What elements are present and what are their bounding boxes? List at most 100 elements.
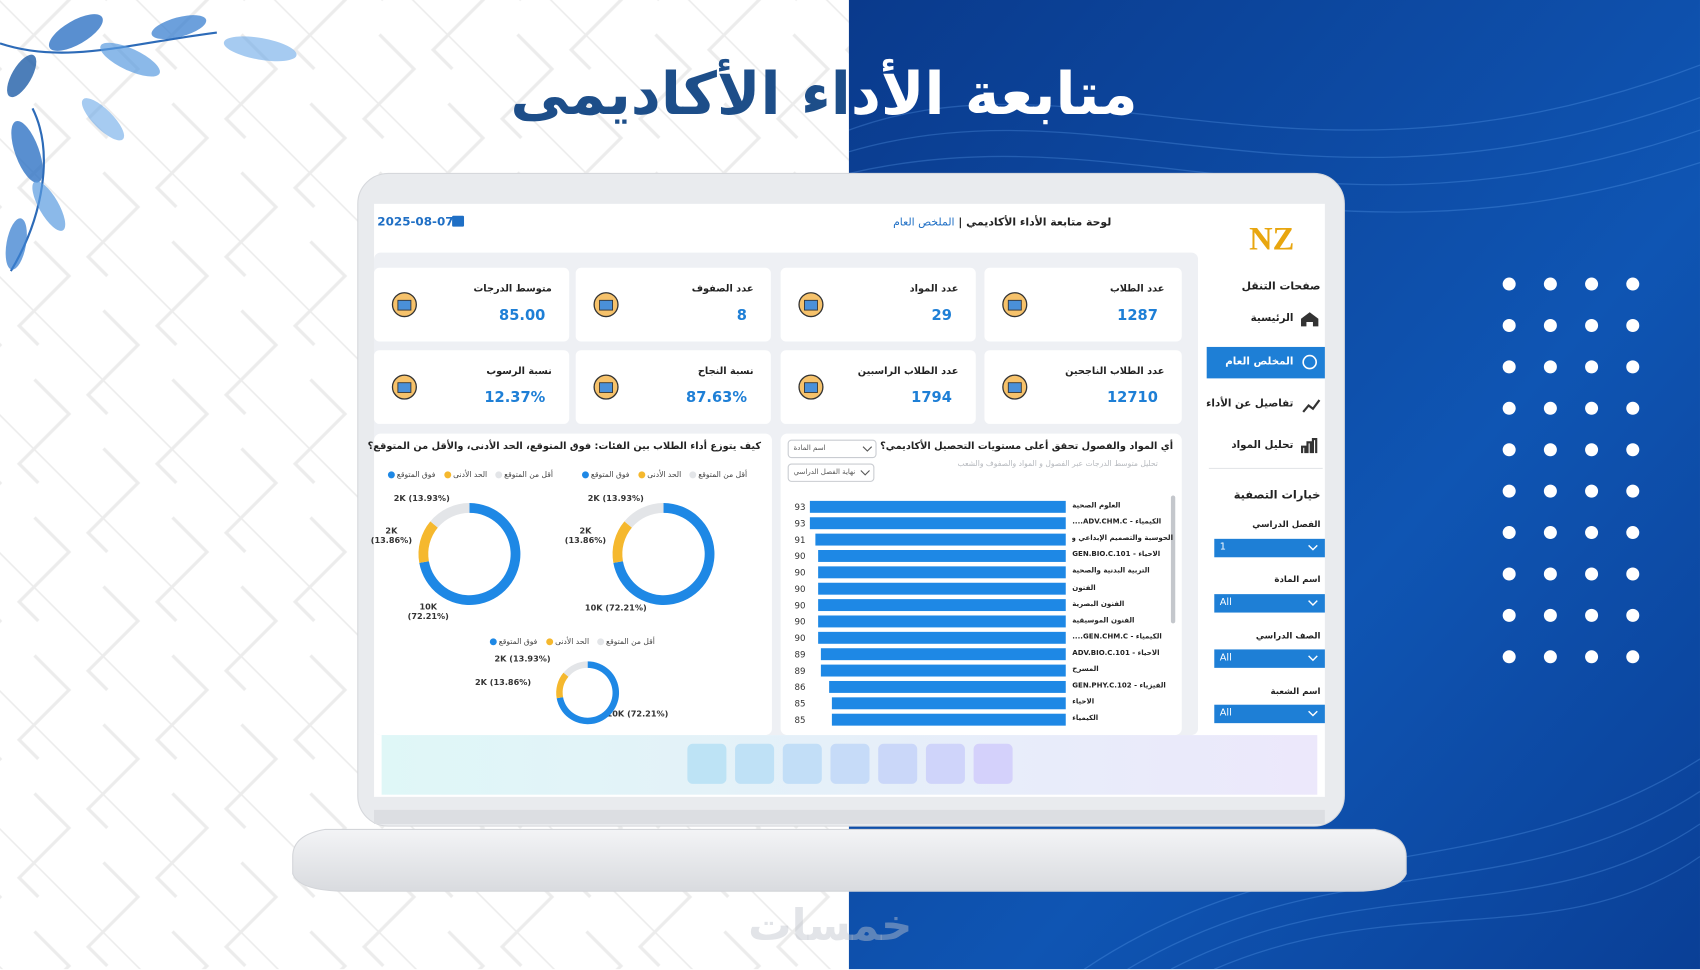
nav-active[interactable]: [1206, 346, 1325, 379]
kpi-label: عدد الطلاب: [1109, 284, 1165, 295]
dot: [1626, 277, 1640, 291]
tile: [878, 743, 918, 784]
nav-title: صفحات التنقل: [1241, 280, 1321, 293]
filter-label: اسم المادة: [1274, 574, 1321, 585]
value-label: 93: [795, 503, 806, 513]
tile: [973, 743, 1013, 784]
dot: [1543, 484, 1557, 498]
donut-segment: [556, 672, 569, 699]
value-label: 90: [795, 601, 806, 611]
dot: [1626, 650, 1640, 664]
dot: [1626, 484, 1640, 498]
dot: [1502, 567, 1516, 581]
slide-title: متابعة الأداء الأكاديمى: [510, 59, 1137, 128]
legend-swatch: [689, 471, 697, 479]
logo-box: [1246, 211, 1297, 266]
bar: [815, 533, 1066, 546]
kpi-icon-detail: [804, 382, 818, 393]
donut-label: 2K (13.86%): [475, 677, 532, 688]
dot: [1585, 650, 1599, 664]
category-label: الكيمياء - ADV.CHM.C....: [1072, 518, 1162, 526]
filter-dropdown[interactable]: [1214, 649, 1325, 668]
bar: [831, 697, 1066, 710]
category-label: الحوسبة والتصميم الإبداعي و...: [1072, 534, 1174, 543]
bar: [818, 599, 1066, 612]
value-label: 85: [795, 716, 806, 726]
donut-label: 10K (72.21%): [606, 709, 669, 719]
kpi-icon-detail: [599, 299, 613, 311]
page-name: الملخص العام: [893, 216, 955, 229]
dot: [1502, 360, 1516, 374]
bar: [818, 550, 1066, 562]
tile: [925, 743, 965, 784]
dropdown[interactable]: [787, 439, 877, 459]
dot: [1626, 526, 1640, 540]
legend-label: أقل من المتوقع: [606, 637, 655, 647]
bar: [818, 631, 1066, 644]
legend-label: فوق المتوقع: [396, 470, 436, 480]
dot: [1502, 650, 1516, 664]
dropdown[interactable]: [787, 463, 875, 482]
chevron: [1308, 600, 1318, 606]
legend-label: فوق المتوقع: [590, 470, 630, 480]
nav-item: الرئيسية: [1250, 312, 1294, 325]
filter-dropdown[interactable]: [1214, 704, 1325, 724]
kpi-label: نسبة الرسوب: [486, 366, 552, 378]
subject-icon: [1301, 438, 1318, 454]
category-label: الفنون الموسيقية: [1072, 616, 1135, 625]
donut-label: 2K (13.86%): [370, 525, 413, 546]
legend-label: فوق المتوقع: [498, 637, 538, 647]
dot: [1585, 484, 1599, 498]
dot: [1626, 608, 1640, 622]
kpi-card: [780, 267, 976, 342]
perf-icon: [1302, 399, 1321, 413]
kpi-label: عدد الطلاب الراسبين: [857, 366, 959, 378]
legend-swatch: [581, 471, 589, 479]
legend-swatch: [387, 471, 395, 479]
dot: [1585, 526, 1599, 540]
kpi-value: 12.37%: [484, 389, 546, 407]
value-label: 90: [795, 552, 806, 562]
date: 2025-08-07: [377, 214, 454, 229]
category-label: الأحياء: [1072, 698, 1095, 707]
filter-dropdown[interactable]: [1214, 594, 1325, 613]
dot: [1543, 360, 1557, 374]
kpi-card: [780, 350, 976, 424]
kpi-card: [575, 267, 771, 342]
dot: [1543, 443, 1557, 457]
chevron: [860, 446, 873, 476]
dot: [1585, 360, 1599, 374]
chevron: [1308, 655, 1318, 662]
dashboard-title: لوحة متابعة الأداء الأكاديمي |: [958, 216, 1112, 229]
dot: [1585, 567, 1599, 581]
dot: [1626, 318, 1640, 332]
value-label: 90: [795, 634, 806, 644]
kpi-icon-detail: [804, 299, 818, 311]
kpi-icon-detail: [397, 299, 412, 311]
category-label: الفنون: [1072, 583, 1096, 592]
donut-label: 2K (13.93%): [393, 493, 450, 504]
kpi-label: عدد الصفوف: [691, 284, 754, 295]
dot-grid: [1502, 277, 1640, 664]
home-icon: [1301, 312, 1319, 327]
nav-item: تفاصيل عن الأداء: [1206, 397, 1294, 410]
donut-label: 10K (72.21%): [584, 602, 647, 613]
value-label: 85: [795, 700, 806, 710]
nav-item: المخلص العام: [1225, 355, 1294, 368]
dot: [1502, 484, 1516, 498]
dot: [1502, 608, 1516, 622]
category-label: الفيزياء - GEN.PHY.C.102: [1072, 682, 1166, 690]
filters-title: خيارات التصفية: [1233, 488, 1321, 502]
scrollbar[interactable]: [1170, 495, 1176, 624]
donut-segment: [624, 503, 664, 528]
kpi-icon-detail: [1007, 299, 1022, 311]
dot: [1585, 277, 1599, 291]
filter-dropdown[interactable]: [1214, 538, 1325, 558]
dropdown-label: اسم المادة: [793, 443, 826, 453]
bar: [818, 566, 1066, 579]
legend-label: أقل من المتوقع: [504, 470, 553, 480]
kpi-label: نسبة النجاح: [697, 366, 754, 378]
kpi-card: [984, 267, 1182, 342]
watermark: خمسات: [748, 900, 913, 951]
